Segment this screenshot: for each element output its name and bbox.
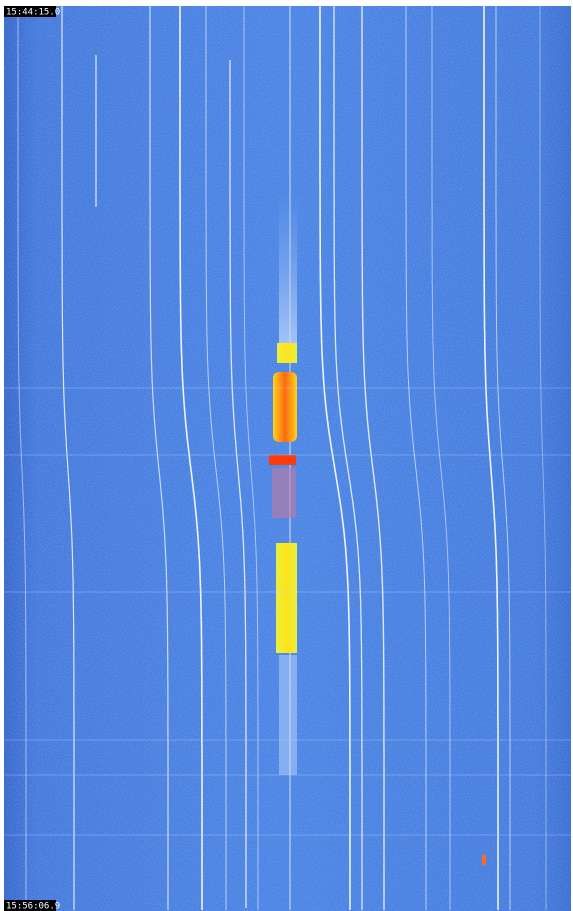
burst-block — [272, 468, 296, 518]
burst-block — [269, 455, 296, 465]
spot — [482, 855, 486, 865]
start-time: 15:44:15.0 — [6, 8, 60, 18]
end-time: 15:56:06.9 — [6, 902, 60, 911]
burst-fade — [279, 655, 297, 775]
burst-block — [273, 372, 297, 442]
burst-block — [277, 343, 297, 363]
burst-fade — [279, 195, 297, 345]
burst-block — [276, 543, 297, 653]
page: {"timestamps": {"start": "15:44:15.0", "… — [0, 0, 573, 911]
body: 15:44:15.0 15:56:06.9 (() => { const dat… — [0, 0, 573, 911]
waterfall: 15:44:15.0 15:56:06.9 — [0, 0, 573, 911]
